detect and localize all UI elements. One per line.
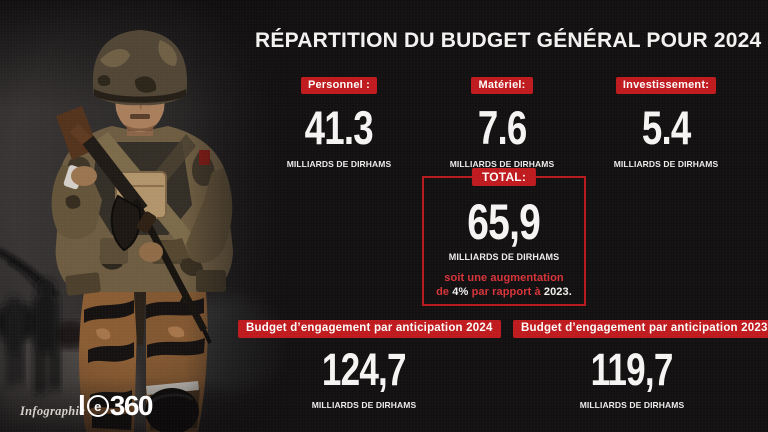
- stat-materiel-unit: MILLIARDS DE DIRHAMS: [449, 159, 555, 170]
- engagement-2023: Budget d’engagement par anticipation 202…: [513, 318, 768, 410]
- stat-materiel-value: 7.6: [477, 101, 527, 155]
- stat-investissement-value: 5.4: [641, 101, 691, 155]
- total-box: TOTAL: 65,9 MILLIARDS DE DIRHAMS soit un…: [422, 168, 586, 306]
- stat-investissement-unit: MILLIARDS DE DIRHAMS: [613, 159, 719, 170]
- stat-personnel-badge: Personnel :: [300, 77, 378, 95]
- total-unit: MILLIARDS DE DIRHAMS: [448, 252, 560, 262]
- stat-personnel: Personnel : 41.3 MILLIARDS DE DIRHAMS: [270, 75, 408, 169]
- engagement-2023-badge: Budget d’engagement par anticipation 202…: [513, 320, 768, 338]
- engagement-2023-unit: MILLIARDS DE DIRHAMS: [579, 399, 685, 410]
- stat-personnel-value: 41.3: [304, 101, 374, 155]
- stat-materiel: Matériel: 7.6 MILLIARDS DE DIRHAMS: [433, 75, 571, 169]
- stat-investissement: Investissement: 5.4 MILLIARDS DE DIRHAMS: [596, 75, 736, 169]
- total-badge: TOTAL:: [471, 168, 537, 187]
- engagement-2024-badge: Budget d’engagement par anticipation 202…: [238, 320, 501, 338]
- total-note: soit une augmentation de 4% par rapport …: [436, 272, 572, 299]
- stat-materiel-badge: Matériel:: [471, 77, 533, 95]
- stat-investissement-badge: Investissement:: [615, 77, 717, 95]
- le360-logo-e-circle: e: [86, 395, 109, 417]
- stat-personnel-unit: MILLIARDS DE DIRHAMS: [286, 159, 392, 170]
- engagement-2024-unit: MILLIARDS DE DIRHAMS: [311, 399, 417, 410]
- total-note-year: 2023.: [543, 286, 572, 299]
- total-note-percent: 4%: [452, 286, 469, 299]
- engagement-2024: Budget d’engagement par anticipation 202…: [238, 318, 501, 410]
- total-value: 65,9: [467, 194, 542, 250]
- le360-logo-l: l: [78, 390, 86, 421]
- credit-label: Infographie: [20, 404, 86, 418]
- le360-logo-360: 360: [109, 390, 154, 421]
- total-note-line1: soit une augmentation: [444, 272, 564, 284]
- page-title: RÉPARTITION DU BUDGET GÉNÉRAL POUR 2024: [255, 29, 762, 52]
- engagement-2023-value: 119,7: [590, 343, 674, 395]
- engagement-2024-value: 124,7: [322, 343, 407, 395]
- soldier-photo: [0, 0, 300, 432]
- le360-logo: l e 360: [78, 390, 154, 421]
